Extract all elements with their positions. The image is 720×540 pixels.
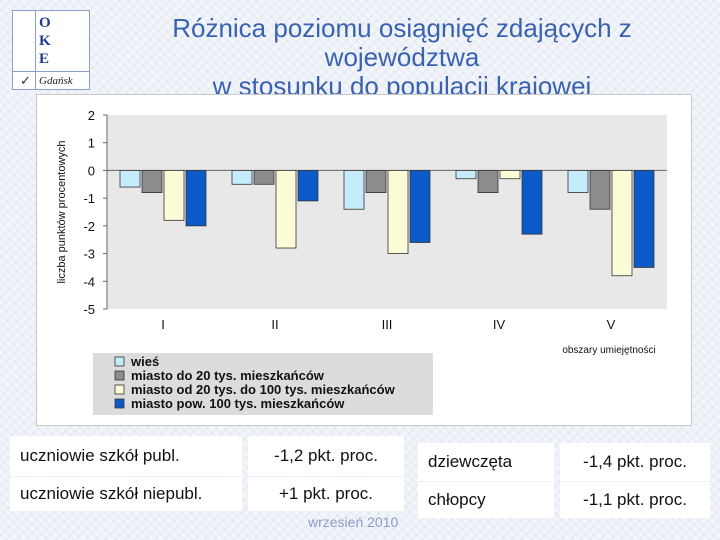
legend-swatch	[114, 356, 125, 367]
stat-public-value: -1,2 pkt. proc.	[248, 436, 404, 476]
legend-label: miasto do 20 tys. mieszkańców	[131, 368, 325, 383]
chart-container: 2 1 0 -1 -2 -3 -4 -5 liczba punktów procentowych…	[36, 94, 692, 426]
bar	[185, 170, 207, 227]
oke-logo: O K E ✓ Gdańsk	[12, 10, 90, 90]
bar	[455, 170, 477, 180]
bar	[611, 170, 633, 277]
bar	[387, 170, 409, 254]
y-tick-label: -5	[83, 302, 95, 317]
y-tick-label: 0	[88, 163, 95, 178]
bar	[163, 170, 185, 221]
y-axis-label: liczba punktów procentowych	[56, 140, 68, 283]
y-tick-label: -4	[83, 274, 95, 289]
x-tick-label: I	[161, 317, 165, 332]
bar	[589, 170, 611, 210]
bar	[633, 170, 655, 268]
x-tick-label: II	[271, 317, 278, 332]
bar	[567, 170, 589, 194]
bar	[365, 170, 387, 194]
date-footer: wrzesień 2010	[308, 514, 399, 530]
bar	[409, 170, 431, 243]
logo-divider	[13, 71, 89, 72]
y-tick-label: 2	[88, 108, 95, 123]
stat-public-label: uczniowie szkół publ.	[10, 436, 242, 476]
y-tick-label: -3	[83, 247, 95, 262]
bar	[343, 170, 365, 210]
stat-girls-value: -1,4 pkt. proc.	[560, 443, 710, 481]
logo-letter-e: E	[39, 51, 50, 67]
bar	[297, 170, 319, 202]
logo-column	[13, 11, 36, 89]
stat-boys-label: chłopcy	[418, 482, 554, 518]
y-tick-label: -2	[83, 219, 95, 234]
legend-label: miasto od 20 tys. do 100 tys. mieszkańcó…	[131, 382, 396, 397]
legend-box	[93, 353, 433, 415]
logo-city: Gdańsk	[39, 75, 73, 87]
stat-nonpublic-value: +1 pkt. proc.	[248, 477, 404, 511]
check-icon: ✓	[20, 73, 31, 88]
bar	[231, 170, 253, 185]
legend-swatch	[114, 398, 125, 409]
bar	[119, 170, 141, 188]
legend-swatch	[114, 384, 125, 395]
bar	[275, 170, 297, 249]
bar	[253, 170, 275, 185]
stat-girls-label: dziewczęta	[418, 443, 554, 481]
logo-letter-k: K	[39, 33, 51, 49]
page-title: Różnica poziomu osiągnięć zdających z wo…	[92, 14, 712, 101]
y-tick-label: 1	[88, 136, 95, 151]
y-tick-label: -1	[83, 191, 95, 206]
bar-chart: 2 1 0 -1 -2 -3 -4 -5 liczba punktów procentowych…	[56, 108, 667, 415]
bar	[141, 170, 163, 194]
stat-nonpublic-label: uczniowie szkół niepubl.	[10, 477, 242, 511]
legend-swatch	[114, 370, 125, 381]
stat-boys-value: -1,1 pkt. proc.	[560, 482, 710, 518]
legend-label: miasto pow. 100 tys. mieszkańców	[131, 396, 345, 411]
x-tick-label: III	[382, 317, 393, 332]
x-tick-label: IV	[493, 317, 506, 332]
bar	[499, 170, 521, 180]
bar	[521, 170, 543, 235]
title-line-1: Różnica poziomu osiągnięć zdających z wo…	[172, 13, 632, 72]
bar	[477, 170, 499, 194]
logo-letter-o: O	[39, 15, 51, 31]
x-tick-label: V	[607, 317, 616, 332]
x-axis-label: obszary umiejętności	[562, 345, 655, 356]
legend-label: wieś	[130, 354, 159, 369]
